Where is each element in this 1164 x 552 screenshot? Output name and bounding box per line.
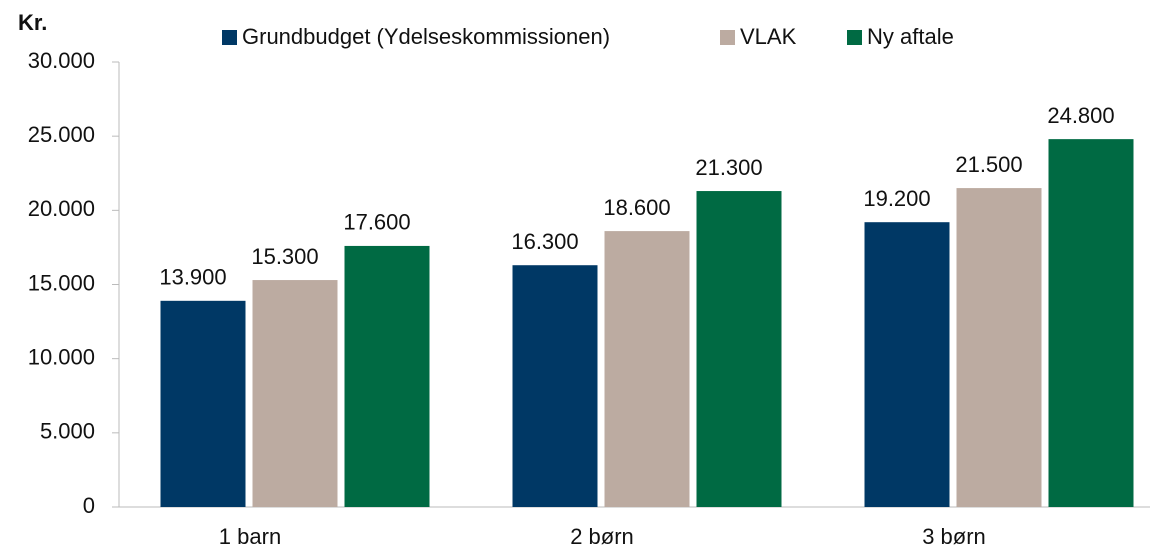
data-label: 13.900 [159, 265, 226, 290]
data-label: 15.300 [251, 244, 318, 269]
legend-label: VLAK [740, 24, 797, 49]
data-label: 24.800 [1047, 103, 1114, 128]
data-label: 21.300 [695, 155, 762, 180]
y-tick-label: 15.000 [28, 270, 95, 295]
bar [160, 300, 246, 507]
data-label: 18.600 [603, 195, 670, 220]
bar [512, 265, 598, 507]
y-tick-label: 0 [83, 493, 95, 518]
x-tick-label: 2 børn [570, 524, 634, 549]
legend-label: Ny aftale [867, 24, 954, 49]
legend-swatch [720, 30, 735, 45]
bar [252, 280, 338, 507]
y-axis-label: Kr. [18, 10, 47, 35]
bar [956, 188, 1042, 508]
y-tick-label: 10.000 [28, 344, 95, 369]
bar [696, 191, 782, 508]
x-tick-label: 3 børn [922, 524, 986, 549]
data-label: 16.300 [511, 229, 578, 254]
legend-swatch [847, 30, 862, 45]
y-tick-label: 5.000 [40, 419, 95, 444]
data-label: 17.600 [343, 210, 410, 235]
bar [344, 245, 430, 507]
y-tick-label: 25.000 [28, 122, 95, 147]
legend-swatch [222, 30, 237, 45]
legend-label: Grundbudget (Ydelseskommissionen) [242, 24, 610, 49]
bar [1048, 139, 1134, 507]
bar [604, 231, 690, 507]
y-tick-label: 20.000 [28, 196, 95, 221]
data-label: 21.500 [955, 152, 1022, 177]
data-label: 19.200 [863, 186, 930, 211]
x-tick-label: 1 barn [219, 524, 281, 549]
y-tick-label: 30.000 [28, 48, 95, 73]
bar [864, 222, 950, 507]
